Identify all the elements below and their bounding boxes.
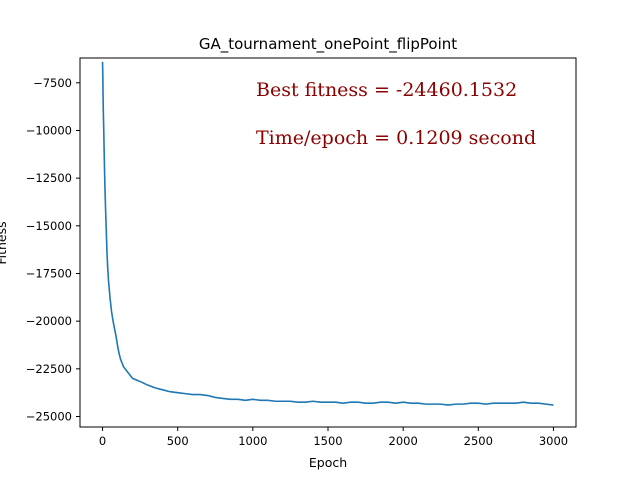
y-axis-label: Fitness [0,221,9,264]
x-tick-label: 1000 [238,434,267,448]
series-line-0 [101,61,554,406]
y-tick-label: −10000 [26,123,72,137]
x-axis-label: Epoch [309,455,347,470]
x-tick-label: 3000 [539,434,568,448]
best-fitness-annotation: Best fitness = -24460.1532 [256,79,517,101]
time-per-epoch-annotation: Time/epoch = 0.1209 second [256,127,536,149]
y-axis-ticks: −25000 −22500 −20000 −17500 −15000 −12500 −100… [26,76,80,424]
y-tick-label: −22500 [26,362,72,376]
x-axis-ticks: 0 500 1000 1500 2000 2500 3000 [99,427,568,448]
chart-title: GA_tournament_onePoint_flipPoint [199,35,457,54]
y-tick-label: −25000 [26,410,72,424]
x-tick-label: 0 [99,434,106,448]
y-tick-label: −20000 [26,314,72,328]
y-tick-label: −17500 [26,266,72,280]
plot-series [101,61,554,406]
y-tick-label: −12500 [26,171,72,185]
x-tick-label: 1500 [313,434,342,448]
y-tick-label: −15000 [26,219,72,233]
x-tick-label: 2500 [464,434,493,448]
y-tick-label: −7500 [33,76,72,90]
plot-frame [79,57,577,428]
x-tick-label: 2000 [389,434,418,448]
x-tick-label: 500 [167,434,189,448]
